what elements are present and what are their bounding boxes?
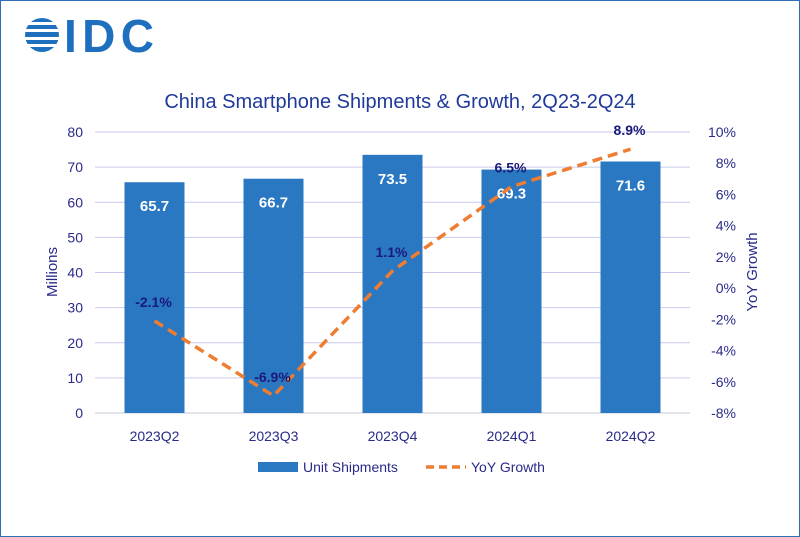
y-tick-label: 10 [67, 370, 83, 386]
y2-tick-label: 8% [716, 155, 736, 171]
legend-label: Unit Shipments [303, 459, 398, 475]
line-data-label: -2.1% [135, 294, 172, 310]
y-axis-label: Millions [44, 247, 61, 297]
y-tick-label: 30 [67, 300, 83, 316]
x-tick-label: 2023Q3 [249, 428, 299, 444]
bar-data-label: 66.7 [259, 195, 288, 212]
y2-tick-label: 10% [708, 124, 736, 140]
y-tick-label: 50 [67, 229, 83, 245]
bar [243, 178, 304, 413]
bar-data-label: 65.7 [140, 198, 169, 215]
y-tick-label: 20 [67, 335, 83, 351]
y2-tick-label: -6% [711, 374, 736, 390]
x-tick-label: 2023Q2 [130, 428, 180, 444]
globe-icon [25, 18, 59, 52]
bar-data-label: 73.5 [378, 171, 407, 188]
y2-axis-label: YoY Growth [744, 232, 761, 311]
x-tick-label: 2024Q2 [606, 428, 656, 444]
bar [124, 182, 185, 413]
x-tick-label: 2024Q1 [487, 428, 537, 444]
y-tick-label: 40 [67, 265, 83, 281]
y2-tick-label: -4% [711, 343, 736, 359]
bar [600, 161, 661, 413]
line-data-label: 1.1% [376, 244, 408, 260]
y-tick-label: 70 [67, 159, 83, 175]
line-data-label: 6.5% [495, 160, 527, 176]
y-tick-label: 60 [67, 194, 83, 210]
y2-tick-label: 2% [716, 249, 736, 265]
bar [362, 154, 423, 414]
x-tick-label: 2023Q4 [368, 428, 418, 444]
bar-data-label: 71.6 [616, 178, 645, 195]
y-tick-label: 80 [67, 124, 83, 140]
bar-data-label: 69.3 [497, 186, 526, 203]
bar [481, 169, 542, 413]
logo-text: IDC [64, 10, 154, 62]
idc-logo: IDC [25, 10, 154, 62]
line-data-label: 8.9% [614, 122, 646, 138]
y-tick-label: 0 [75, 405, 83, 421]
legend-label: YoY Growth [471, 459, 545, 475]
y2-tick-label: -8% [711, 405, 736, 421]
y2-tick-label: 4% [716, 218, 736, 234]
y2-tick-label: 6% [716, 186, 736, 202]
y2-tick-label: -2% [711, 311, 736, 327]
y2-tick-label: 0% [716, 280, 736, 296]
chart-title: China Smartphone Shipments & Growth, 2Q2… [164, 91, 635, 113]
legend-swatch-unit-shipments [258, 462, 298, 472]
line-data-label: -6.9% [254, 369, 291, 385]
